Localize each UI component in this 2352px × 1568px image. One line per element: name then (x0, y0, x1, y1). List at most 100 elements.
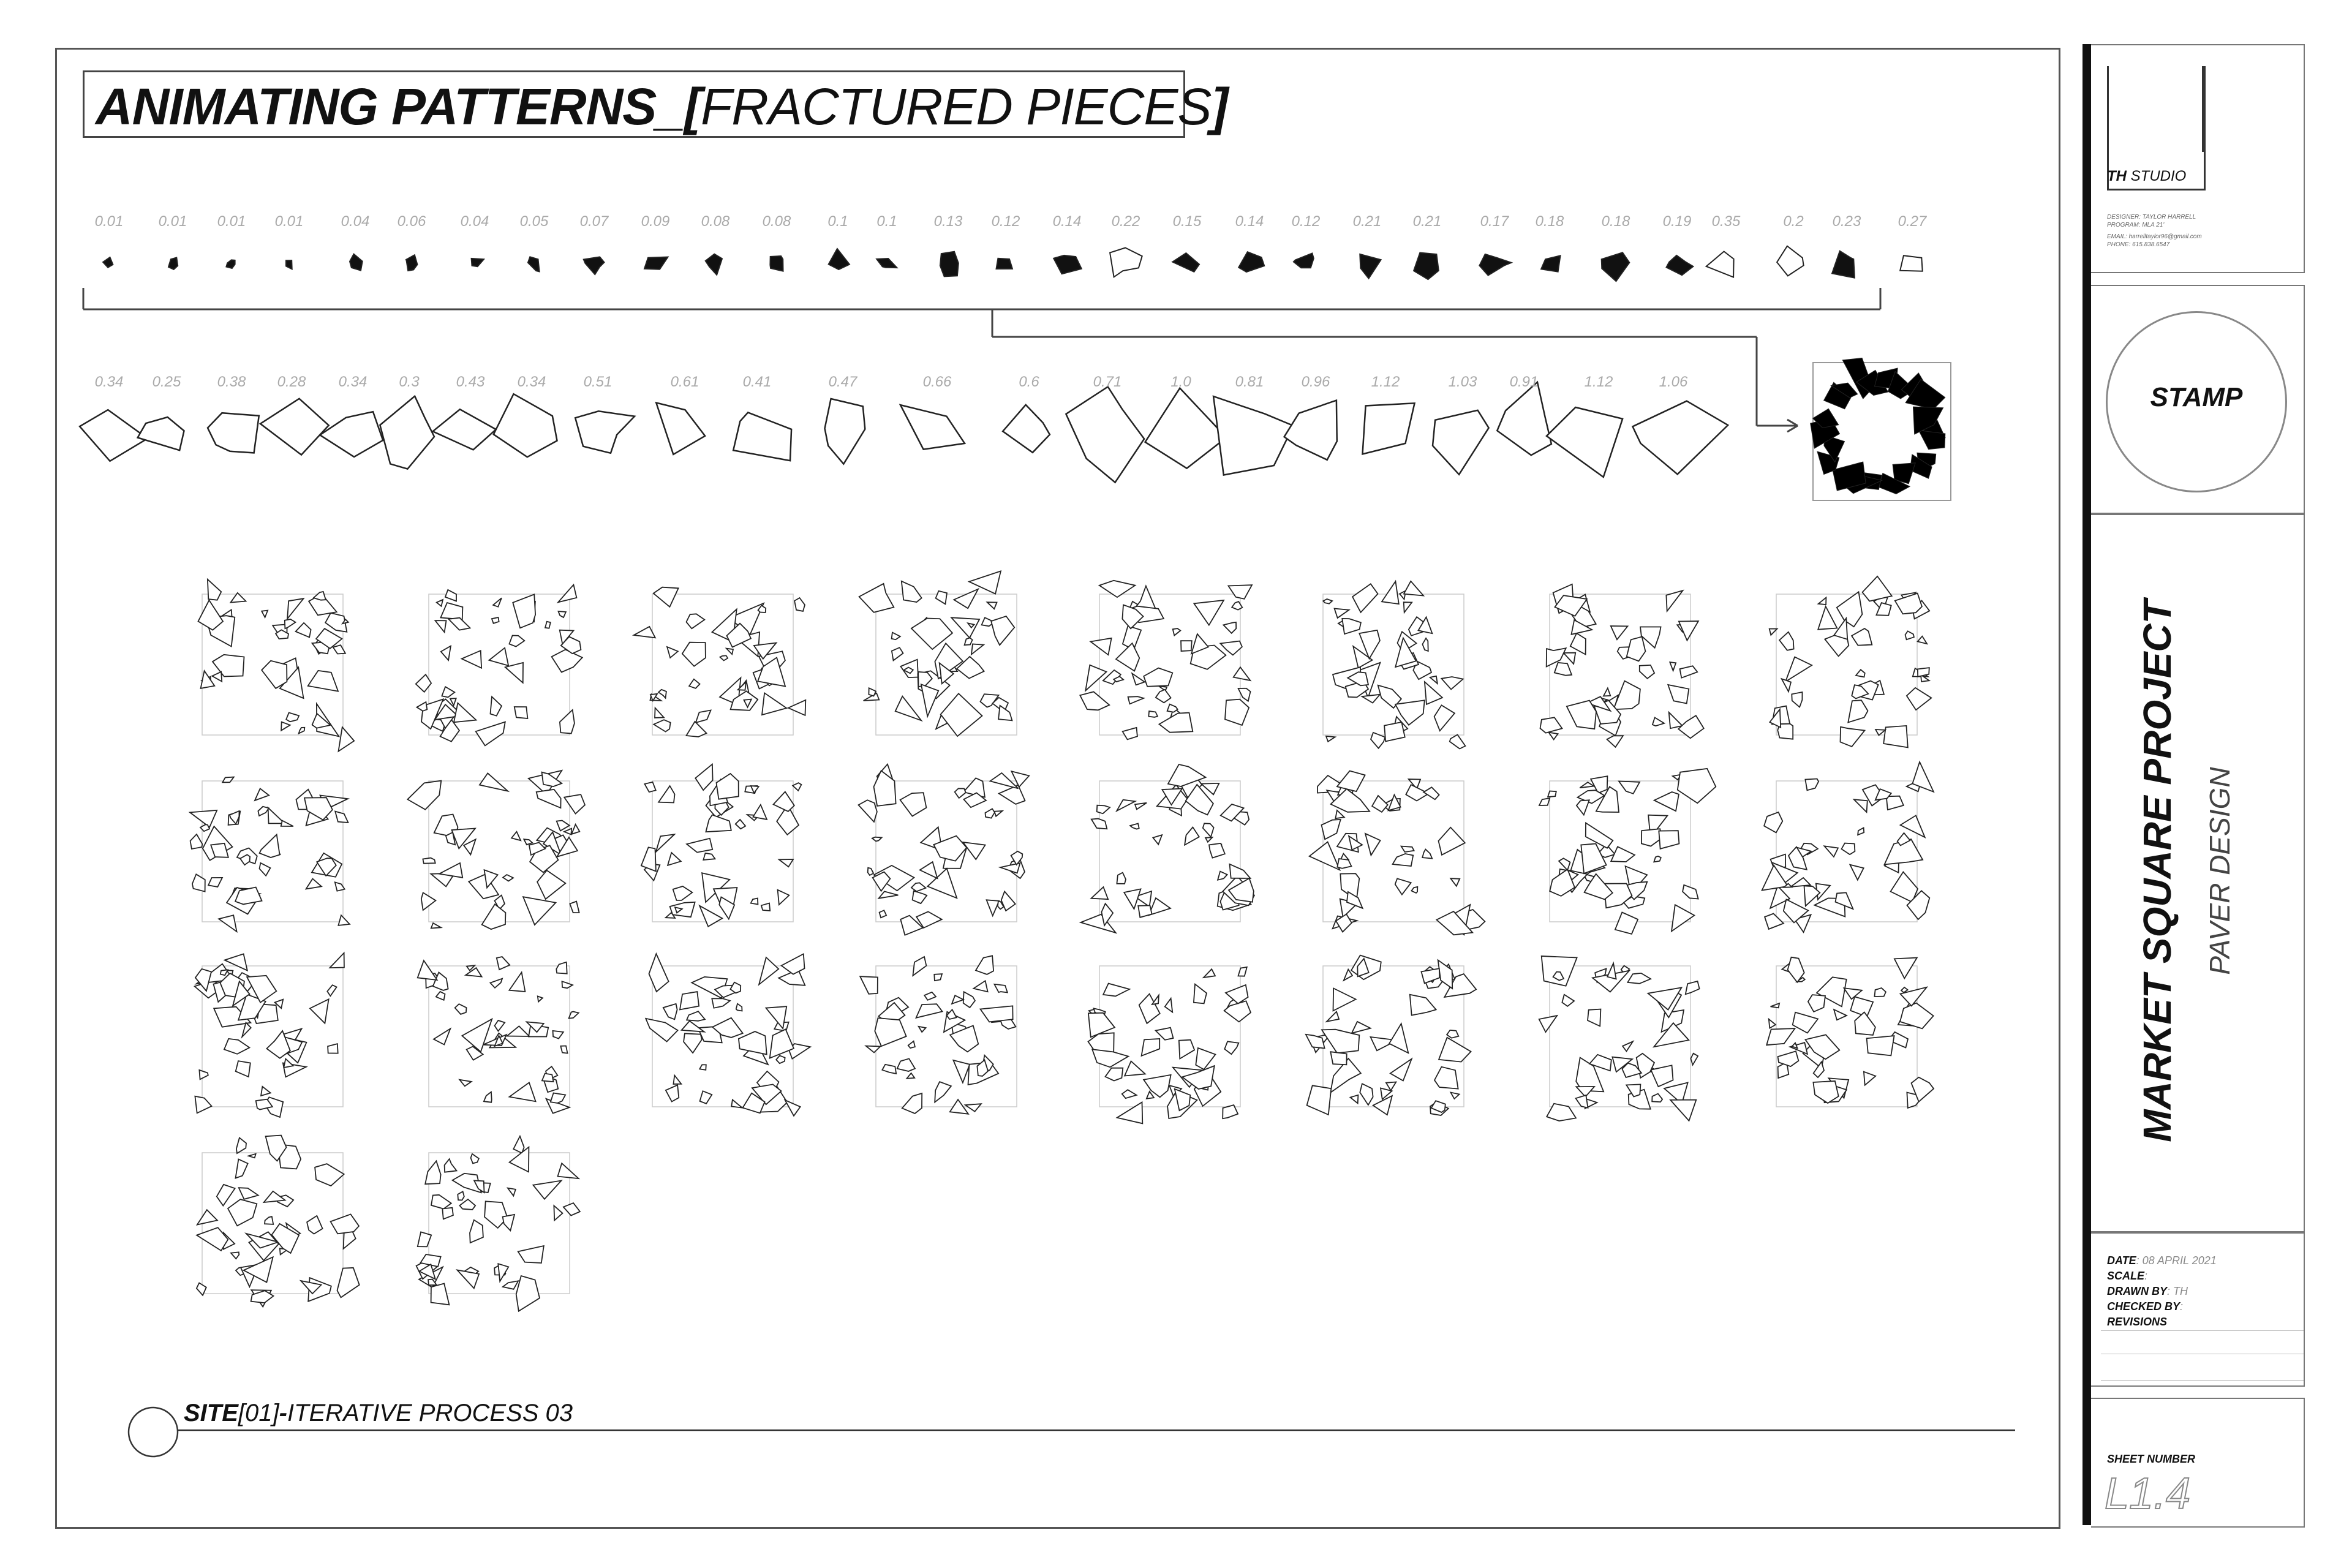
iteration-piece (1883, 838, 1924, 865)
iteration-piece (1815, 976, 1847, 1008)
iteration-piece (451, 827, 477, 850)
iteration-piece (211, 654, 245, 677)
iteration-piece (1145, 1090, 1155, 1099)
iteration-piece (1611, 1056, 1634, 1073)
iteration-piece (910, 882, 927, 892)
iteration-piece (257, 805, 270, 817)
iteration-piece (1329, 1057, 1362, 1094)
iteration-piece (1428, 675, 1439, 685)
piece-area-label: 1.06 (1659, 374, 1688, 390)
iteration-piece (235, 1158, 249, 1179)
iteration-piece (469, 1219, 484, 1244)
iteration-piece (1900, 986, 1909, 993)
iteration-piece (570, 823, 581, 835)
iteration-piece (513, 1134, 525, 1154)
iteration-piece (776, 804, 800, 836)
iteration-piece (752, 803, 768, 821)
iteration-tile-frame (652, 594, 794, 736)
iteration-piece (303, 797, 333, 821)
iteration-piece (466, 965, 477, 971)
iteration-piece (306, 1215, 323, 1235)
piece-area-label: 0.3 (399, 374, 420, 390)
iteration-piece (1885, 795, 1905, 811)
iteration-piece (859, 976, 878, 995)
iteration-piece (271, 1223, 300, 1254)
piece-area-label: 0.12 (991, 213, 1020, 230)
fractured-piece (1705, 251, 1735, 278)
iteration-piece (986, 601, 998, 610)
iteration-piece (698, 904, 724, 927)
iteration-piece (337, 726, 355, 753)
iteration-piece (993, 983, 1009, 993)
iteration-piece (327, 1042, 339, 1054)
iteration-piece (736, 680, 747, 691)
fractured-piece (1831, 250, 1855, 279)
piece-area-label: 0.91 (1509, 374, 1539, 390)
iteration-piece (341, 618, 350, 625)
iteration-piece (680, 1020, 706, 1033)
piece-area-label: 0.27 (1898, 213, 1927, 230)
iteration-piece (1346, 671, 1370, 687)
iteration-piece (1183, 826, 1200, 846)
iteration-piece (654, 706, 665, 718)
iteration-piece (1336, 858, 1352, 869)
iteration-piece (227, 1199, 258, 1227)
iteration-piece (415, 673, 432, 693)
iteration-piece (447, 617, 472, 631)
fractured-piece (431, 408, 497, 451)
iteration-piece (657, 785, 676, 804)
fractured-piece (995, 257, 1014, 270)
iteration-piece (1552, 971, 1565, 981)
iteration-piece (1216, 870, 1229, 881)
iteration-piece (435, 598, 444, 608)
iteration-piece (900, 914, 924, 936)
iteration-piece (1553, 662, 1573, 676)
iteration-piece (1638, 664, 1656, 679)
fractured-piece (1600, 252, 1630, 282)
iteration-piece (1224, 698, 1250, 726)
fractured-piece (704, 253, 723, 276)
iteration-piece (1807, 994, 1826, 1013)
piece-area-label: 0.34 (517, 374, 546, 390)
iteration-piece (1875, 602, 1892, 616)
iteration-piece (685, 837, 714, 853)
iteration-piece (731, 1098, 744, 1109)
iteration-piece (557, 1162, 581, 1180)
iteration-piece (211, 671, 223, 683)
iteration-piece (254, 787, 270, 802)
fractured-piece (875, 257, 899, 269)
iteration-piece (1101, 902, 1114, 927)
iteration-piece (1219, 803, 1245, 822)
iteration-piece (1322, 598, 1333, 605)
piece-area-label: 0.34 (94, 374, 124, 390)
iteration-piece (1437, 959, 1453, 990)
iteration-piece (878, 910, 888, 919)
iteration-piece (1665, 589, 1684, 613)
iteration-piece (946, 1008, 957, 1020)
iteration-piece (950, 617, 981, 639)
iteration-piece (440, 601, 464, 620)
fractured-piece (1899, 255, 1923, 272)
iteration-piece (695, 763, 714, 791)
fractured-piece (1631, 400, 1730, 475)
piece-area-label: 0.08 (762, 213, 791, 230)
drawing-border (55, 48, 2060, 1529)
iteration-piece (442, 1207, 454, 1220)
iteration-piece (508, 1081, 537, 1102)
iteration-piece (867, 867, 875, 876)
iteration-piece (191, 873, 206, 892)
fractured-piece (78, 409, 149, 462)
project-subtitle: PAVER DESIGN (2204, 767, 2236, 975)
iteration-piece (298, 726, 306, 735)
fractured-piece (769, 255, 784, 272)
iteration-piece (1670, 903, 1696, 933)
iteration-piece (1202, 823, 1215, 839)
iteration-piece (1154, 1027, 1174, 1041)
iteration-piece (1768, 1017, 1777, 1029)
iteration-piece (1134, 802, 1147, 810)
fractured-piece (136, 416, 185, 451)
iteration-piece (791, 782, 802, 792)
iteration-piece (562, 827, 573, 835)
iteration-piece (990, 615, 1016, 646)
iteration-piece (652, 586, 679, 608)
